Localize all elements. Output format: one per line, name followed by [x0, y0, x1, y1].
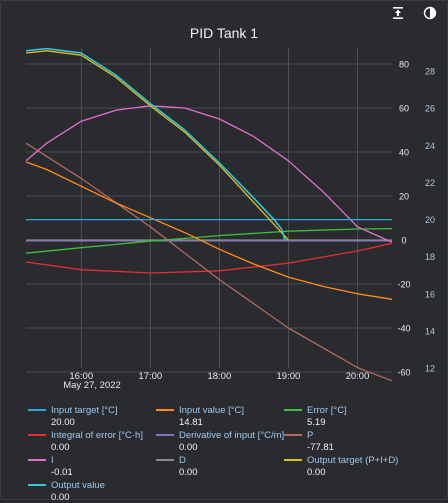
legend-value: 0.00 [51, 492, 70, 503]
legend-label: Derivative of input [°C/m] [179, 430, 285, 441]
y-left-tick-label: 18 [425, 252, 435, 262]
series-line-integral-of-error [25, 242, 393, 274]
x-tick-label: 19:00 [277, 371, 301, 382]
y-left-tick-label: 12 [425, 364, 435, 374]
series-line-i [25, 105, 393, 243]
x-axis-date-label: May 27, 2022 [63, 380, 121, 391]
legend-label: Error [°C] [307, 405, 347, 416]
legend-value: 0.00 [179, 442, 198, 453]
legend-value: -0.01 [51, 467, 73, 478]
y-right-tick-label: 40 [399, 148, 409, 158]
legend-value: 0.00 [307, 467, 326, 478]
legend-value: 14.81 [179, 417, 203, 428]
series-line-error [25, 227, 393, 254]
y-right-tick-label: 80 [399, 60, 409, 70]
y-right-tick-label: 60 [399, 104, 409, 114]
y-left-tick-label: 14 [425, 326, 435, 336]
grid-lines [26, 48, 392, 373]
legend-label: Input target [°C] [51, 405, 118, 416]
y-right-tick-label: -60 [397, 368, 410, 378]
y-right-tick-label: -40 [397, 324, 410, 334]
legend-value: -77.81 [307, 442, 334, 453]
legend-swatch [28, 484, 46, 486]
series-line-output-value [25, 47, 286, 241]
legend-swatch [28, 459, 46, 461]
legend-label: Input value [°C] [179, 405, 245, 416]
legend-label: Output target (P+I+D) [307, 455, 399, 466]
export-icon[interactable] [390, 5, 406, 21]
legend-swatch [284, 459, 302, 461]
y-left-tick-label: 26 [425, 104, 435, 114]
legend-label: Integral of error [°C·h] [51, 430, 143, 441]
x-tick-label: 20:00 [346, 371, 370, 382]
chart-title: PID Tank 1 [189, 25, 259, 41]
legend-swatch [156, 434, 174, 436]
x-tick-label: 17:00 [138, 371, 162, 382]
legend-swatch [284, 434, 302, 436]
y-left-tick-label: 16 [425, 289, 435, 299]
legend-swatch [284, 409, 302, 411]
axis-ticks: 16:00 17:00 18:00 19:00 20:00 -60 -40 -20 0 20 40 6… [69, 60, 435, 383]
series-line-output-target [25, 50, 289, 241]
series-lines [25, 47, 393, 382]
x-tick-label: 16:00 [69, 371, 93, 382]
y-left-tick-label: 24 [425, 141, 435, 151]
legend-value: 0.00 [179, 467, 198, 478]
legend-label: Output value [51, 480, 105, 491]
series-line-p [25, 142, 393, 382]
theme-toggle-icon[interactable] [422, 5, 438, 21]
legend-value: 5.19 [307, 417, 326, 428]
legend-value: 0.00 [51, 442, 70, 453]
y-left-tick-label: 22 [425, 178, 435, 188]
x-tick-label: 18:00 [207, 371, 231, 382]
y-left-tick-label: 20 [425, 215, 435, 225]
legend-label: D [179, 455, 186, 466]
y-left-tick-label: 28 [425, 67, 435, 77]
legend-label: I [51, 455, 54, 466]
legend-value: 20.00 [51, 417, 75, 428]
legend-swatch [28, 434, 46, 436]
legend-swatch [28, 409, 46, 411]
y-right-tick-label: -20 [397, 280, 410, 290]
legend-swatch [156, 459, 174, 461]
legend-swatch [156, 409, 174, 411]
y-right-tick-label: 0 [401, 236, 406, 246]
legend-label: P [307, 430, 314, 441]
y-right-tick-label: 20 [399, 192, 409, 202]
series-line-input-value [25, 161, 393, 300]
